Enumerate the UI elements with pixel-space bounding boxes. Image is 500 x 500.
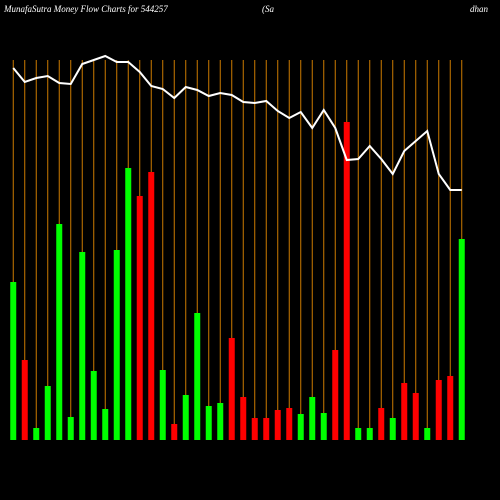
bar xyxy=(79,252,86,440)
bar xyxy=(389,418,396,440)
bar xyxy=(263,418,270,440)
bar xyxy=(44,386,51,440)
bar xyxy=(159,370,166,440)
bar xyxy=(136,196,143,440)
bar xyxy=(102,409,109,440)
bar xyxy=(309,397,316,440)
bar xyxy=(355,428,362,440)
bar xyxy=(320,413,327,440)
bar xyxy=(343,122,350,440)
bar xyxy=(424,428,431,440)
chart-title: MunafaSutra Money Flow Charts for 544257 xyxy=(3,4,168,14)
bar xyxy=(33,428,40,440)
bar xyxy=(194,313,201,440)
bar xyxy=(21,360,28,440)
bar xyxy=(125,168,132,440)
bar xyxy=(217,403,224,440)
bar xyxy=(435,380,442,440)
bar xyxy=(447,376,454,440)
bar xyxy=(10,282,17,440)
bar xyxy=(171,424,178,440)
bar xyxy=(90,371,97,440)
bar xyxy=(251,418,258,440)
money-flow-line xyxy=(12,54,462,191)
bar xyxy=(205,406,212,440)
bar xyxy=(67,417,74,440)
bar xyxy=(274,410,281,440)
bar xyxy=(240,397,247,440)
bar xyxy=(378,408,385,440)
bar xyxy=(113,250,120,440)
bar xyxy=(332,350,339,440)
bar xyxy=(412,393,419,440)
bar xyxy=(148,172,155,440)
bar xyxy=(182,395,189,440)
bar xyxy=(458,239,465,440)
chart-title-part: dhan xyxy=(470,4,489,14)
bar xyxy=(366,428,373,440)
bar xyxy=(401,383,408,440)
bar xyxy=(56,224,63,440)
bar xyxy=(286,408,293,440)
chart-title-part: (Sa xyxy=(262,4,274,14)
bar xyxy=(297,414,304,440)
bar xyxy=(228,338,235,440)
